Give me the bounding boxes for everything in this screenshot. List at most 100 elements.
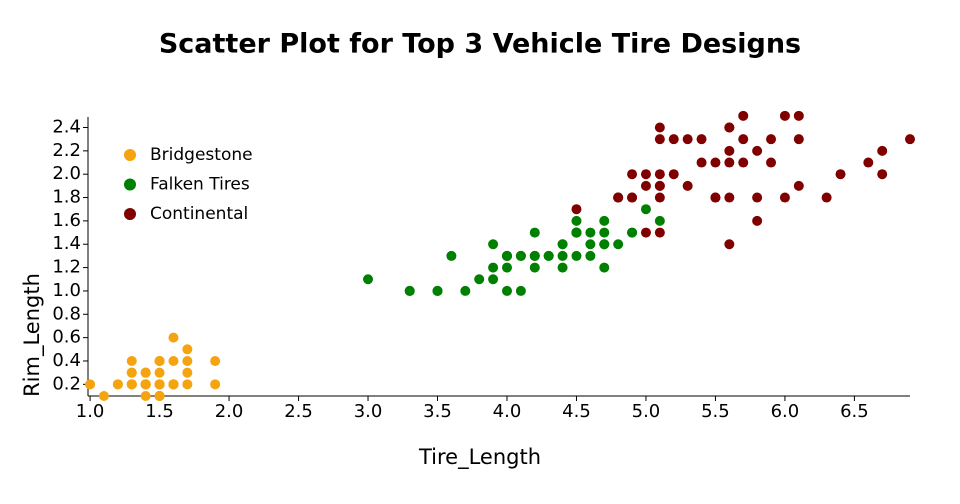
point [515, 285, 526, 296]
legend-label: Continental [150, 204, 248, 224]
point [112, 379, 123, 390]
y-tick-label: 1.6 [52, 210, 81, 231]
y-tick-label: 0.4 [52, 350, 81, 371]
point [182, 355, 193, 366]
y-tick-label: 1.8 [52, 187, 81, 208]
point [168, 355, 179, 366]
point [488, 274, 499, 285]
point [599, 262, 610, 273]
point [140, 379, 151, 390]
point [404, 285, 415, 296]
point [585, 227, 596, 238]
point [752, 215, 763, 226]
x-tick-label: 5.0 [632, 401, 661, 422]
point [766, 157, 777, 168]
point [529, 262, 540, 273]
point [460, 285, 471, 296]
legend-marker [124, 149, 136, 161]
point [724, 192, 735, 203]
point [738, 110, 749, 121]
point [488, 239, 499, 250]
point [640, 180, 651, 191]
point [682, 134, 693, 145]
point [654, 169, 665, 180]
point [154, 391, 165, 401]
y-tick-label: 1.0 [52, 280, 81, 301]
point [724, 157, 735, 168]
point [752, 192, 763, 203]
point [168, 332, 179, 343]
point [488, 262, 499, 273]
legend-label: Bridgestone [150, 145, 253, 165]
y-tick-label: 2.0 [52, 163, 81, 184]
point [627, 169, 638, 180]
point [501, 285, 512, 296]
point [766, 134, 777, 145]
chart-title: Scatter Plot for Top 3 Vehicle Tire Desi… [159, 29, 801, 60]
point [613, 192, 624, 203]
y-tick-label: 2.2 [52, 140, 81, 161]
point [835, 169, 846, 180]
point [724, 122, 735, 133]
point [168, 379, 179, 390]
point [210, 379, 221, 390]
point [182, 379, 193, 390]
x-tick-label: 1.0 [76, 401, 105, 422]
point [724, 145, 735, 156]
point [599, 227, 610, 238]
point [654, 227, 665, 238]
point [154, 379, 165, 390]
point [668, 134, 679, 145]
point [640, 204, 651, 215]
point [529, 250, 540, 261]
point [363, 274, 374, 285]
x-tick-label: 3.5 [423, 401, 452, 422]
point [738, 157, 749, 168]
y-axis-label: Rim_Length [20, 273, 45, 397]
y-tick-label: 0.2 [52, 373, 81, 394]
point [557, 239, 568, 250]
point [501, 262, 512, 273]
point [210, 355, 221, 366]
point [613, 239, 624, 250]
point [571, 227, 582, 238]
point [710, 157, 721, 168]
point [571, 250, 582, 261]
x-tick-label: 2.0 [215, 401, 244, 422]
point [654, 180, 665, 191]
x-axis-label: Tire_Length [418, 445, 541, 470]
point [126, 355, 137, 366]
point [793, 110, 804, 121]
point [557, 262, 568, 273]
point [543, 250, 554, 261]
point [877, 169, 888, 180]
point [793, 134, 804, 145]
y-tick-label: 0.6 [52, 327, 81, 348]
point [154, 367, 165, 378]
point [515, 250, 526, 261]
x-tick-label: 4.5 [562, 401, 591, 422]
point [696, 134, 707, 145]
x-tick-label: 3.0 [354, 401, 383, 422]
point [682, 180, 693, 191]
point [432, 285, 443, 296]
point [627, 192, 638, 203]
point [627, 227, 638, 238]
y-tick-label: 1.4 [52, 233, 81, 254]
point [779, 110, 790, 121]
point [126, 379, 137, 390]
point [585, 239, 596, 250]
legend-marker [124, 178, 136, 191]
x-tick-label: 6.5 [840, 401, 869, 422]
point [85, 379, 96, 390]
y-tick-label: 0.8 [52, 303, 81, 324]
point [640, 169, 651, 180]
point [585, 250, 596, 261]
point [599, 239, 610, 250]
y-tick-label: 2.4 [52, 117, 81, 138]
legend-label: Falken Tires [150, 175, 250, 195]
point [710, 192, 721, 203]
point [877, 145, 888, 156]
point [571, 204, 582, 215]
point [905, 134, 915, 145]
